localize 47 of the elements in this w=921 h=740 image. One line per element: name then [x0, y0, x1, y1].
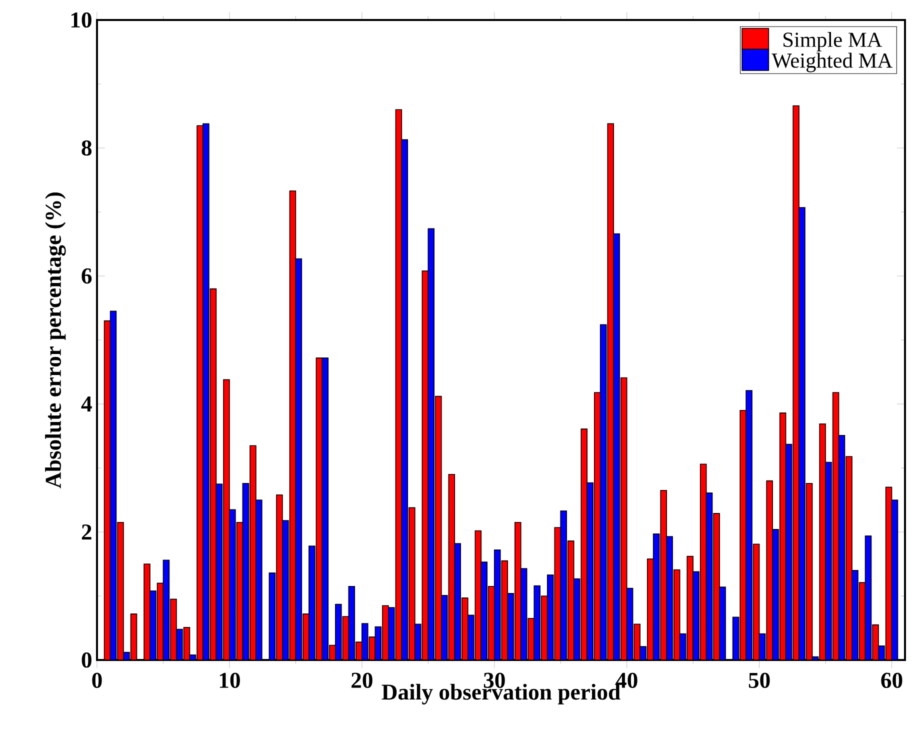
x-tick-label: 50 — [748, 672, 770, 688]
bar — [864, 535, 872, 660]
bar — [732, 616, 740, 660]
bar — [706, 492, 713, 660]
bar — [785, 444, 792, 660]
bar — [626, 588, 634, 660]
bar — [242, 482, 250, 660]
x-tick-label: 10 — [220, 672, 240, 688]
y-tick-label: 8 — [82, 140, 92, 156]
bar — [395, 109, 402, 660]
legend-label: Simple MA — [784, 32, 882, 52]
bar — [236, 522, 244, 660]
x-tick-label: 60 — [881, 672, 902, 688]
bar — [832, 392, 840, 660]
bar — [110, 310, 117, 660]
x-tick-label: 0 — [92, 672, 102, 688]
bar — [289, 190, 296, 660]
bar — [858, 582, 866, 660]
bar — [342, 616, 350, 660]
bar — [779, 412, 786, 660]
bar — [752, 544, 760, 660]
bar — [156, 582, 164, 660]
bar — [210, 288, 217, 660]
legend-label: Weighted MA — [772, 52, 892, 72]
bar — [268, 572, 276, 660]
bar — [652, 534, 660, 660]
bar — [679, 633, 686, 660]
bar — [216, 484, 223, 660]
bar — [162, 560, 170, 660]
bar — [838, 434, 846, 660]
bar — [758, 633, 766, 660]
bar — [422, 270, 429, 660]
bar — [130, 614, 138, 660]
bar — [891, 500, 898, 660]
y-axis-title: Absolute error percentage (%) — [45, 192, 66, 488]
y-tick-label: 4 — [81, 396, 92, 412]
bar — [316, 358, 323, 660]
y-tick-label: 0 — [82, 652, 92, 668]
bar — [600, 324, 607, 660]
y-tick-label: 10 — [71, 12, 92, 28]
x-tick-label: 20 — [352, 672, 372, 688]
y-tick-label: 6 — [82, 268, 92, 284]
bar — [295, 258, 302, 660]
bar — [885, 486, 892, 660]
bar — [104, 320, 111, 660]
bar — [806, 482, 813, 660]
y-tick-label: 2 — [82, 524, 92, 540]
